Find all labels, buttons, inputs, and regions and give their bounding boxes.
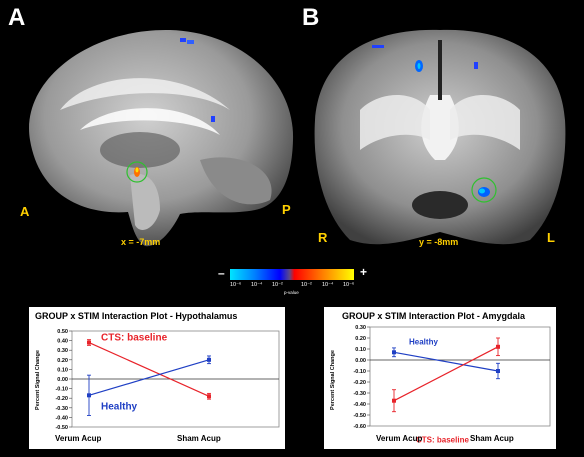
data-point xyxy=(392,398,396,403)
data-point xyxy=(496,369,500,373)
colorbar-tick: 10⁻⁴ xyxy=(251,282,263,288)
y-tick-label: -0.10 xyxy=(353,369,366,375)
series-line xyxy=(88,359,210,396)
y-tick-label: 0.20 xyxy=(57,358,68,364)
plot-title: GROUP x STIM Interaction Plot - Amygdala xyxy=(342,311,526,321)
colorbar-tick: 10⁻⁶ xyxy=(343,282,355,288)
p-value-colorbar xyxy=(230,269,354,280)
y-tick-label: 0.00 xyxy=(355,358,366,364)
data-point xyxy=(207,357,211,362)
coronal-brain-image xyxy=(314,29,566,245)
orientation-posterior: P xyxy=(282,202,291,217)
plot-title: GROUP x STIM Interaction Plot - Hypothal… xyxy=(35,311,238,321)
y-tick-label: -0.40 xyxy=(353,402,366,408)
y-tick-label: -0.50 xyxy=(55,425,68,431)
y-tick-label: 0.10 xyxy=(355,347,366,353)
x-category-label: Verum Acup xyxy=(376,434,423,443)
colorbar-plus: + xyxy=(360,265,368,279)
colorbar-tick: 10⁻⁴ xyxy=(322,282,334,288)
y-tick-label: -0.60 xyxy=(353,424,366,430)
activation-blob xyxy=(417,63,421,69)
data-point xyxy=(87,340,91,345)
y-tick-label: -0.30 xyxy=(353,391,366,397)
orientation-anterior: A xyxy=(20,204,30,219)
orientation-right: R xyxy=(318,230,328,245)
series-line xyxy=(88,341,210,397)
y-tick-label: 0.10 xyxy=(57,367,68,373)
hypothalamus-plot: GROUP x STIM Interaction Plot - Hypothal… xyxy=(29,307,285,449)
activation-blob xyxy=(211,116,215,122)
colorbar-tick: 10⁻⁶ xyxy=(230,282,242,288)
slice-coordinate-b: y = -8mm xyxy=(419,237,459,247)
data-point xyxy=(207,394,211,399)
x-category-label: Sham Acup xyxy=(470,434,514,443)
series-label: Healthy xyxy=(409,337,438,346)
activation-blob xyxy=(372,45,384,48)
x-category-label: Verum Acup xyxy=(55,434,102,443)
activation-blob xyxy=(479,188,485,194)
y-tick-label: -0.20 xyxy=(353,380,366,386)
data-point xyxy=(496,344,500,349)
colorbar-minus: – xyxy=(218,266,225,280)
colorbar-caption: p-value xyxy=(284,290,299,295)
sagittal-brain-image xyxy=(29,29,294,247)
activation-blob xyxy=(180,38,186,42)
y-tick-label: 0.30 xyxy=(355,325,366,331)
amygdala-plot: GROUP x STIM Interaction Plot - Amygdala… xyxy=(324,307,556,449)
y-tick-label: 0.30 xyxy=(57,348,68,354)
activation-blob xyxy=(474,62,478,69)
data-point xyxy=(87,393,91,398)
roi-circle xyxy=(126,161,148,183)
y-tick-label: -0.50 xyxy=(353,413,366,419)
series-label: Healthy xyxy=(101,401,138,412)
y-tick-label: -0.30 xyxy=(55,406,68,412)
y-tick-label: -0.40 xyxy=(55,415,68,421)
data-point xyxy=(392,350,396,355)
amygdala-chart: 0.30 0.20 0.10 0.00 -0.10 -0.20 -0.30 -0.40 -0.5… xyxy=(353,325,551,445)
series-line xyxy=(393,346,499,402)
roi-circle xyxy=(471,177,497,203)
colorbar-tick: 10⁻² xyxy=(301,282,312,288)
y-tick-label: -0.10 xyxy=(55,387,68,393)
y-tick-label: 0.20 xyxy=(355,336,366,342)
activation-blob xyxy=(187,40,194,44)
y-tick-label: 0.40 xyxy=(57,339,68,345)
hypothalamus-chart: 0.50 0.40 0.30 0.20 0.10 0.00 -0.10 -0.20 -0.30 -… xyxy=(55,329,280,431)
series-label: CTS: baseline xyxy=(416,436,469,445)
y-tick-label: -0.20 xyxy=(55,396,68,402)
y-tick-label: 0.00 xyxy=(57,377,68,383)
y-tick-label: 0.50 xyxy=(57,329,68,335)
slice-coordinate-a: x = -7mm xyxy=(121,237,161,247)
series-line xyxy=(393,351,499,372)
plot-frame xyxy=(369,326,551,427)
series-label: CTS: baseline xyxy=(101,333,168,344)
panel-letter-a: A xyxy=(8,4,26,31)
colorbar-tick: 10⁻² xyxy=(272,282,283,288)
x-category-label: Sham Acup xyxy=(177,434,221,443)
activation-blob xyxy=(135,167,139,173)
panel-letter-b: B xyxy=(302,4,320,31)
orientation-left: L xyxy=(547,230,555,245)
